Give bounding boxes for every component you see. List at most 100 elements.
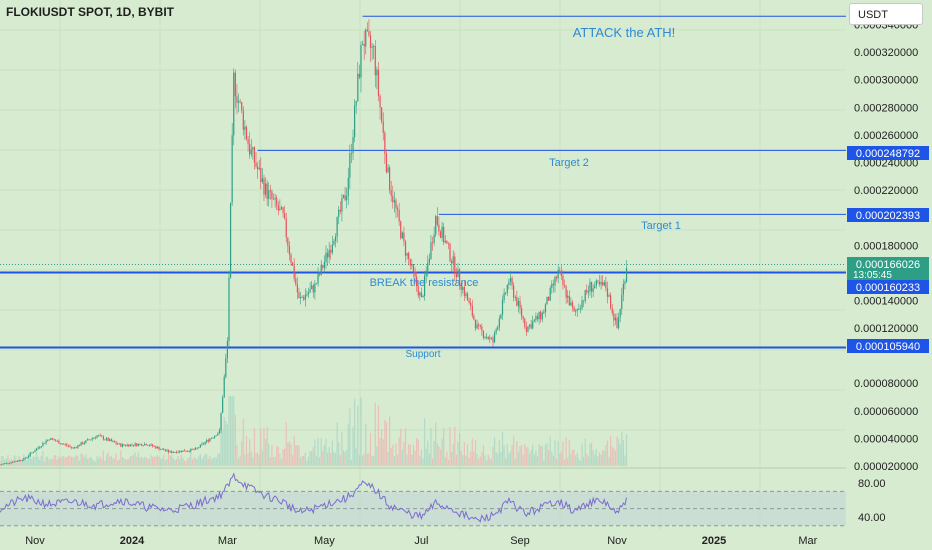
candle-body bbox=[447, 243, 450, 245]
volume-bar bbox=[32, 456, 34, 466]
volume-bar bbox=[583, 456, 585, 466]
candle-body bbox=[182, 450, 184, 452]
volume-bar bbox=[371, 455, 373, 466]
volume-bar bbox=[210, 459, 213, 466]
candle-body bbox=[567, 295, 569, 298]
volume-bar bbox=[42, 450, 44, 466]
volume-bar bbox=[174, 460, 176, 466]
volume-bar bbox=[560, 451, 562, 466]
volume-bar bbox=[317, 437, 319, 466]
volume-bar bbox=[342, 450, 345, 466]
volume-bar bbox=[400, 428, 402, 466]
candle-body bbox=[554, 276, 556, 286]
candle-body bbox=[317, 273, 319, 284]
candle-body bbox=[193, 449, 195, 451]
candle-body bbox=[215, 435, 217, 437]
volume-bar bbox=[549, 436, 551, 466]
candle-body bbox=[272, 198, 275, 200]
candle-body bbox=[174, 451, 176, 453]
volume-bar bbox=[330, 452, 332, 466]
volume-bar bbox=[282, 449, 284, 466]
volume-bar bbox=[48, 459, 50, 466]
candle-body bbox=[10, 462, 12, 464]
volume-bar bbox=[423, 418, 426, 466]
candle-body bbox=[15, 461, 17, 463]
volume-bar bbox=[35, 451, 38, 466]
candle-body bbox=[214, 435, 216, 438]
candle-body bbox=[233, 72, 235, 136]
currency-button[interactable]: USDT bbox=[849, 3, 923, 25]
candle-body bbox=[344, 194, 346, 201]
volume-bar bbox=[50, 458, 52, 466]
volume-bar bbox=[621, 431, 623, 466]
candle-body bbox=[53, 439, 55, 441]
candle-body bbox=[517, 300, 520, 306]
candle-body bbox=[160, 449, 162, 450]
volume-bar bbox=[513, 435, 515, 466]
candle-body bbox=[210, 437, 213, 439]
candle-body bbox=[617, 317, 620, 328]
volume-bar bbox=[322, 450, 324, 466]
volume-bar bbox=[250, 451, 252, 466]
volume-bar bbox=[125, 459, 127, 466]
volume-bar bbox=[584, 438, 586, 466]
volume-bar bbox=[482, 445, 485, 466]
candle-body bbox=[363, 43, 365, 47]
volume-bar bbox=[393, 456, 395, 466]
candle-body bbox=[183, 450, 186, 452]
volume-bar bbox=[83, 457, 85, 466]
volume-bar bbox=[39, 459, 41, 466]
volume-bar bbox=[479, 456, 481, 466]
volume-bar bbox=[0, 460, 1, 466]
volume-bar bbox=[563, 459, 566, 466]
volume-bar bbox=[249, 439, 251, 466]
volume-bar bbox=[573, 449, 575, 466]
volume-bar bbox=[470, 451, 472, 466]
candle-body bbox=[156, 447, 159, 449]
candle-body bbox=[298, 292, 300, 299]
volume-bar bbox=[352, 427, 354, 466]
volume-bar bbox=[167, 453, 170, 466]
price-labels: 0.000248792 0.000202393 0.000166026 13:0… bbox=[847, 146, 929, 353]
volume-bar bbox=[451, 452, 453, 466]
candle-body bbox=[228, 277, 230, 342]
candle-body bbox=[107, 438, 109, 441]
candle-body bbox=[112, 441, 114, 442]
volume-bar bbox=[74, 456, 76, 466]
volume-bar bbox=[145, 457, 147, 466]
volume-bar bbox=[598, 452, 601, 466]
volume-bar bbox=[128, 458, 130, 466]
volume-bar bbox=[180, 454, 182, 466]
candle-body bbox=[368, 31, 370, 36]
target2-price-label: 0.000248792 bbox=[856, 148, 920, 160]
candle-body bbox=[257, 166, 259, 170]
candle-body bbox=[245, 126, 248, 140]
candle-body bbox=[328, 250, 330, 258]
candle-body bbox=[282, 207, 284, 213]
volume-bar bbox=[384, 419, 386, 466]
volume-bar bbox=[306, 460, 308, 466]
volume-bar bbox=[457, 441, 459, 466]
volume-bar bbox=[428, 453, 430, 466]
candle-body bbox=[333, 240, 335, 245]
volume-bar bbox=[144, 456, 146, 466]
candle-body bbox=[549, 287, 551, 301]
volume-bar bbox=[590, 442, 593, 466]
candle-body bbox=[164, 450, 166, 451]
volume-bar bbox=[616, 436, 618, 466]
candle-body bbox=[34, 450, 36, 453]
volume-bar bbox=[514, 459, 516, 466]
candle-body bbox=[69, 446, 71, 447]
candle-body bbox=[147, 445, 149, 446]
candle-body bbox=[519, 300, 521, 309]
candle-body bbox=[331, 244, 333, 253]
volume-bar bbox=[155, 456, 157, 466]
volume-bar bbox=[387, 451, 389, 466]
volume-bar bbox=[320, 438, 322, 466]
time-tick-label: 2024 bbox=[120, 535, 145, 547]
candle-body bbox=[279, 208, 281, 211]
candle-body bbox=[264, 183, 267, 195]
volume-bar bbox=[220, 424, 222, 466]
volume-bar bbox=[201, 459, 203, 466]
candle-body bbox=[131, 444, 133, 446]
